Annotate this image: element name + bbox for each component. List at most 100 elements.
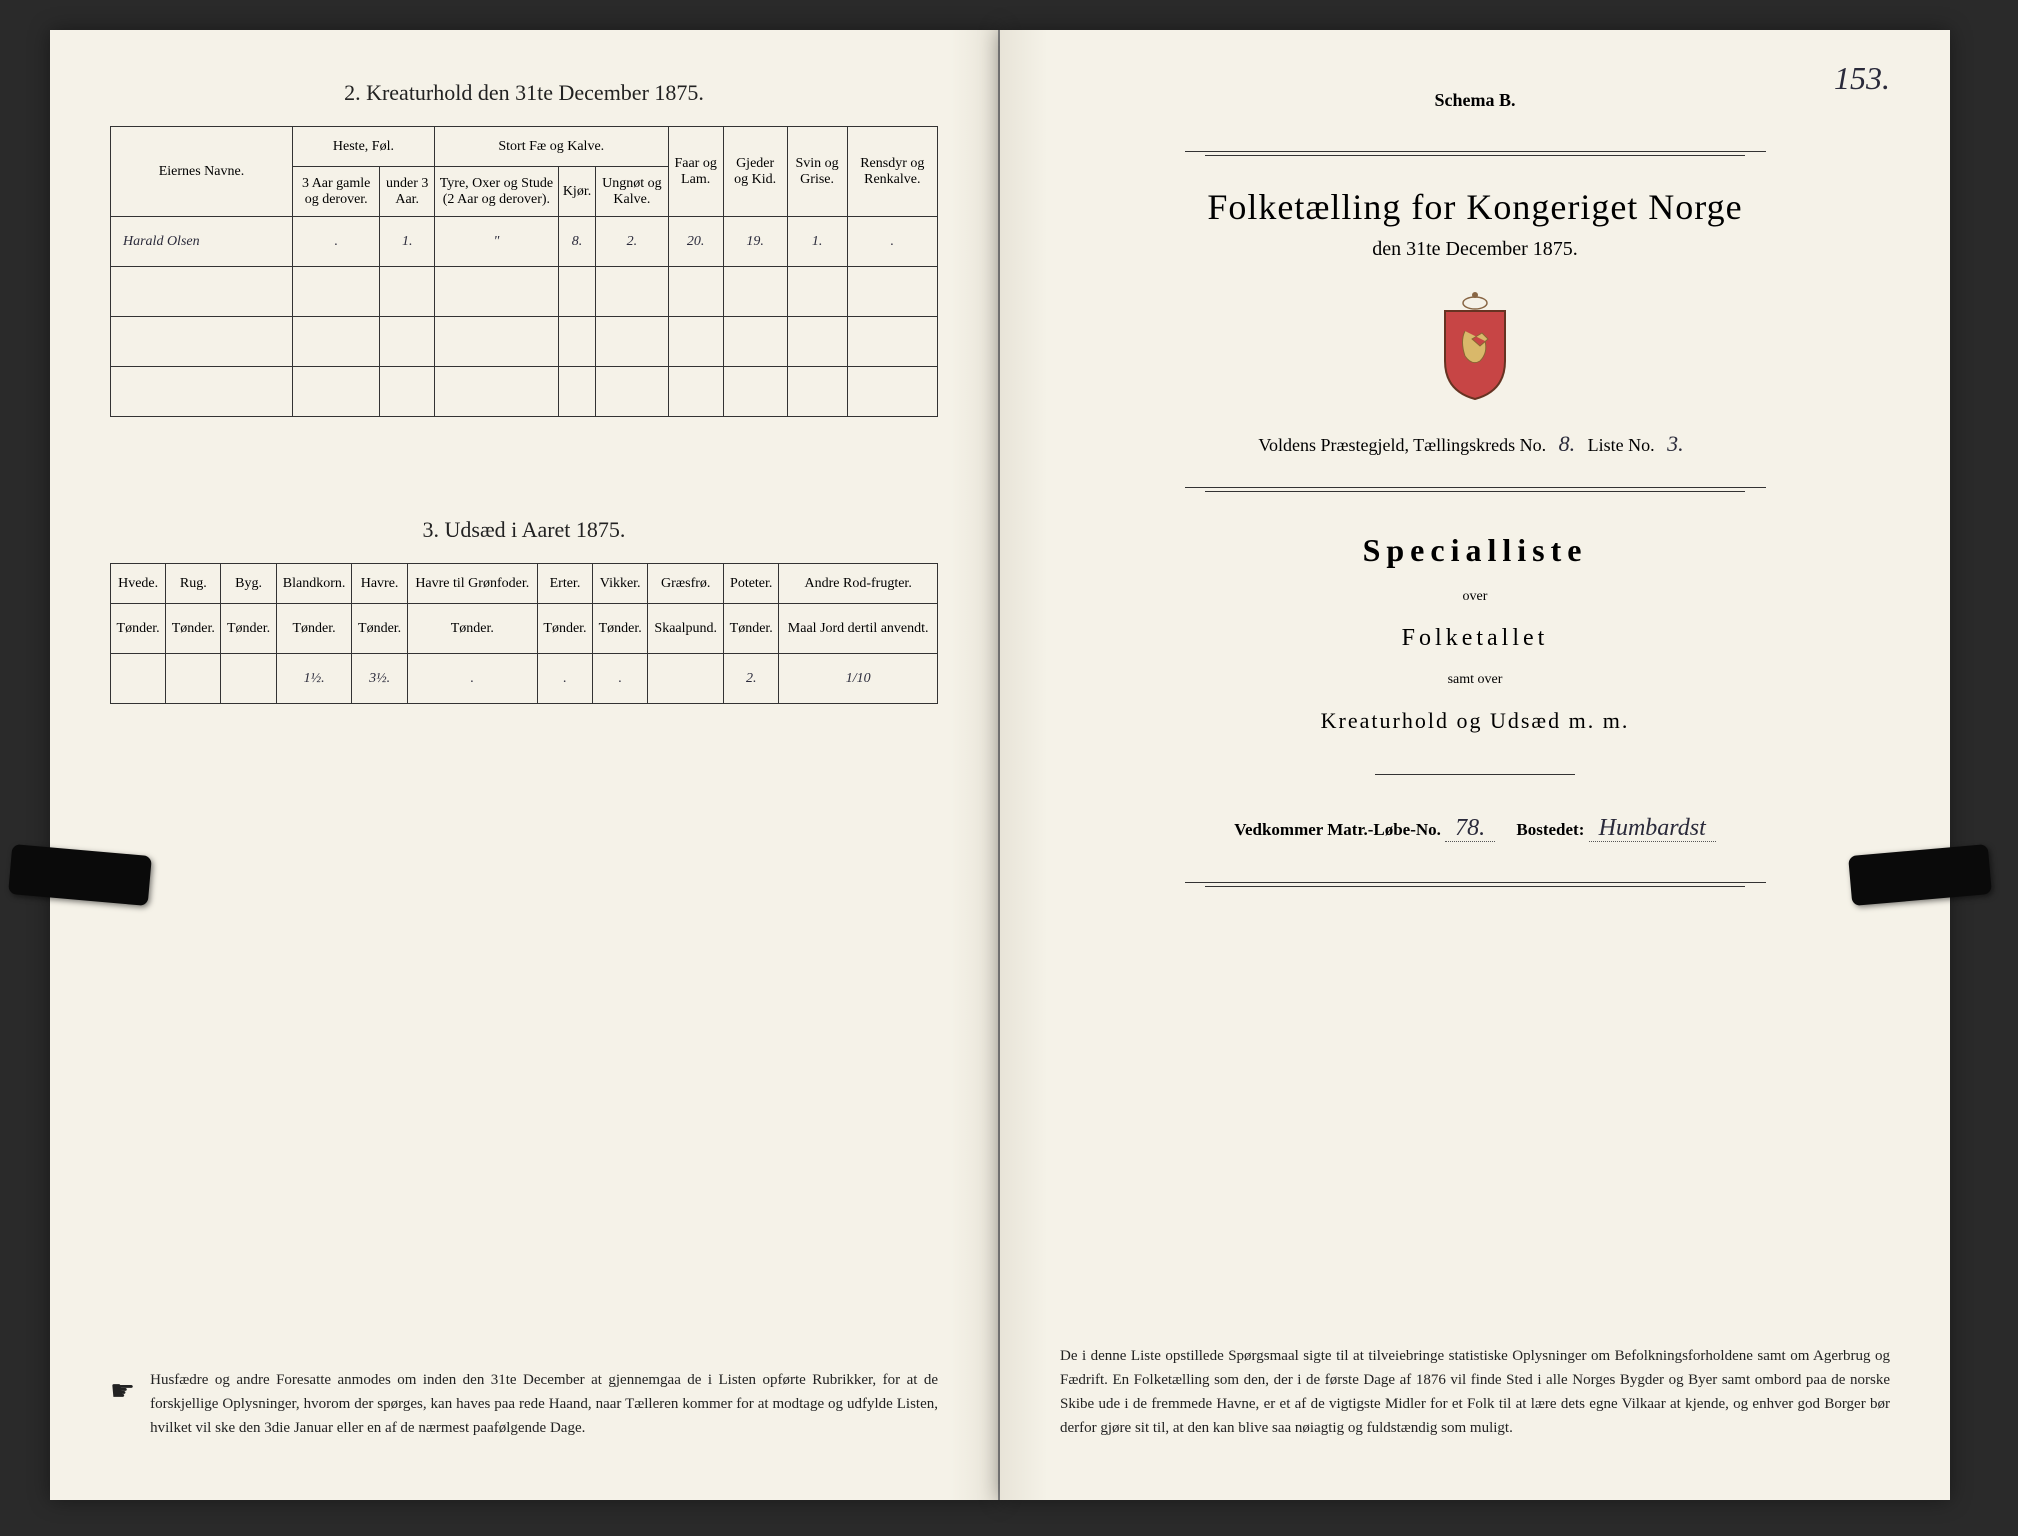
table-row-empty	[111, 367, 938, 417]
praestegjeld-label: Voldens Præstegjeld,	[1258, 435, 1409, 455]
schema-label: Schema B.	[1060, 90, 1890, 111]
over-text: over	[1060, 589, 1890, 605]
divider	[1375, 774, 1575, 775]
udsaed-table: Hvede. Rug. Byg. Blandkorn. Havre. Havre…	[110, 563, 938, 704]
divider	[1205, 886, 1745, 887]
col-rug: Rug.	[166, 564, 221, 604]
table-row: 1½. 3½. . . . 2. 1/10	[111, 654, 938, 704]
col-erter: Erter.	[537, 564, 592, 604]
col-graesfro: Græsfrø.	[648, 564, 724, 604]
divider	[1185, 151, 1766, 152]
taellingskreds-label: Tællingskreds No.	[1413, 435, 1546, 455]
unit: Tønder.	[724, 604, 779, 654]
cell	[166, 654, 221, 704]
col-poteter: Poteter.	[724, 564, 779, 604]
col-eiernes: Eiernes Navne.	[111, 127, 293, 217]
cell	[648, 654, 724, 704]
cell: 1.	[380, 217, 435, 267]
taellingskreds-value: 8.	[1559, 431, 1576, 456]
col-stort: Stort Fæ og Kalve.	[434, 127, 668, 167]
cell: .	[537, 654, 592, 704]
pointing-hand-icon: ☛	[110, 1370, 135, 1440]
bostedet-label: Bostedet:	[1516, 820, 1584, 839]
unit: Tønder.	[352, 604, 407, 654]
col-havre: Havre.	[352, 564, 407, 604]
footer-description: De i denne Liste opstillede Spørgsmaal s…	[1060, 1344, 1890, 1440]
unit: Maal Jord dertil anvendt.	[779, 604, 938, 654]
cell: 19.	[723, 217, 787, 267]
cell: 1.	[787, 217, 847, 267]
page-number: 153.	[1834, 60, 1890, 97]
main-title: Folketælling for Kongeriget Norge	[1060, 186, 1890, 228]
unit: Tønder.	[166, 604, 221, 654]
meta-line: Voldens Præstegjeld, Tællingskreds No. 8…	[1060, 431, 1890, 457]
col-andre: Andre Rod-frugter.	[779, 564, 938, 604]
cell: "	[434, 217, 558, 267]
book-spread: 2. Kreaturhold den 31te December 1875. E…	[0, 0, 2018, 1536]
footer-instructions: ☛ Husfædre og andre Foresatte anmodes om…	[110, 1368, 938, 1440]
cell: .	[407, 654, 537, 704]
kreatur-line: Kreaturhold og Udsæd m. m.	[1060, 708, 1890, 734]
unit: Tønder.	[276, 604, 352, 654]
col-heste: Heste, Føl.	[292, 127, 434, 167]
cell-name: Harald Olsen	[111, 217, 293, 267]
binder-clip-right	[1848, 844, 1992, 906]
table-row-empty	[111, 267, 938, 317]
left-page: 2. Kreaturhold den 31te December 1875. E…	[50, 30, 1000, 1500]
unit: Skaalpund.	[648, 604, 724, 654]
col-faar: Faar og Lam.	[668, 127, 723, 217]
unit: Tønder.	[593, 604, 648, 654]
col-byg: Byg.	[221, 564, 276, 604]
special-title: Specialliste	[1060, 532, 1890, 569]
col-stort-sub1: Tyre, Oxer og Stude (2 Aar og derover).	[434, 167, 558, 217]
col-heste-sub1: 3 Aar gamle og derover.	[292, 167, 380, 217]
cell: 20.	[668, 217, 723, 267]
divider	[1205, 155, 1745, 156]
liste-label: Liste No.	[1588, 435, 1655, 455]
section-2-title: 2. Kreaturhold den 31te December 1875.	[110, 80, 938, 106]
crest-icon	[1430, 291, 1520, 401]
col-vikker: Vikker.	[593, 564, 648, 604]
coat-of-arms	[1060, 291, 1890, 401]
cell	[111, 654, 166, 704]
divider	[1185, 882, 1766, 883]
cell	[221, 654, 276, 704]
cell: 3½.	[352, 654, 407, 704]
unit: Tønder.	[407, 604, 537, 654]
vedkommer-value: 78.	[1445, 815, 1495, 842]
subtitle: den 31te December 1875.	[1060, 238, 1890, 261]
col-gjeder: Gjeder og Kid.	[723, 127, 787, 217]
right-page: 153. Schema B. Folketælling for Kongerig…	[1000, 30, 1950, 1500]
section-3-title: 3. Udsæd i Aaret 1875.	[110, 517, 938, 543]
unit: Tønder.	[537, 604, 592, 654]
kreaturhold-table: Eiernes Navne. Heste, Føl. Stort Fæ og K…	[110, 126, 938, 417]
unit: Tønder.	[221, 604, 276, 654]
samt-over: samt over	[1060, 672, 1890, 688]
divider	[1185, 487, 1766, 488]
col-rensdyr: Rensdyr og Renkalve.	[847, 127, 937, 217]
cell: 1/10	[779, 654, 938, 704]
col-havre-gron: Havre til Grønfoder.	[407, 564, 537, 604]
vedkommer-line: Vedkommer Matr.-Løbe-No. 78. Bostedet: H…	[1060, 815, 1890, 842]
col-hvede: Hvede.	[111, 564, 166, 604]
bostedet-value: Humbardst	[1589, 815, 1716, 842]
cell: 2.	[724, 654, 779, 704]
col-blandkorn: Blandkorn.	[276, 564, 352, 604]
col-heste-sub2: under 3 Aar.	[380, 167, 435, 217]
table-row-empty	[111, 317, 938, 367]
cell: .	[292, 217, 380, 267]
binder-clip-left	[8, 844, 152, 906]
table-row: Harald Olsen . 1. " 8. 2. 20. 19. 1. .	[111, 217, 938, 267]
col-svin: Svin og Grise.	[787, 127, 847, 217]
unit: Tønder.	[111, 604, 166, 654]
cell: 8.	[558, 217, 595, 267]
col-stort-sub2: Kjør.	[558, 167, 595, 217]
vedkommer-label: Vedkommer Matr.-Løbe-No.	[1234, 820, 1441, 839]
cell: .	[847, 217, 937, 267]
cell: 1½.	[276, 654, 352, 704]
cell: .	[593, 654, 648, 704]
footer-text-content: Husfædre og andre Foresatte anmodes om i…	[150, 1368, 938, 1440]
folketallet: Folketallet	[1060, 625, 1890, 652]
divider	[1205, 491, 1745, 492]
col-stort-sub3: Ungnøt og Kalve.	[596, 167, 668, 217]
